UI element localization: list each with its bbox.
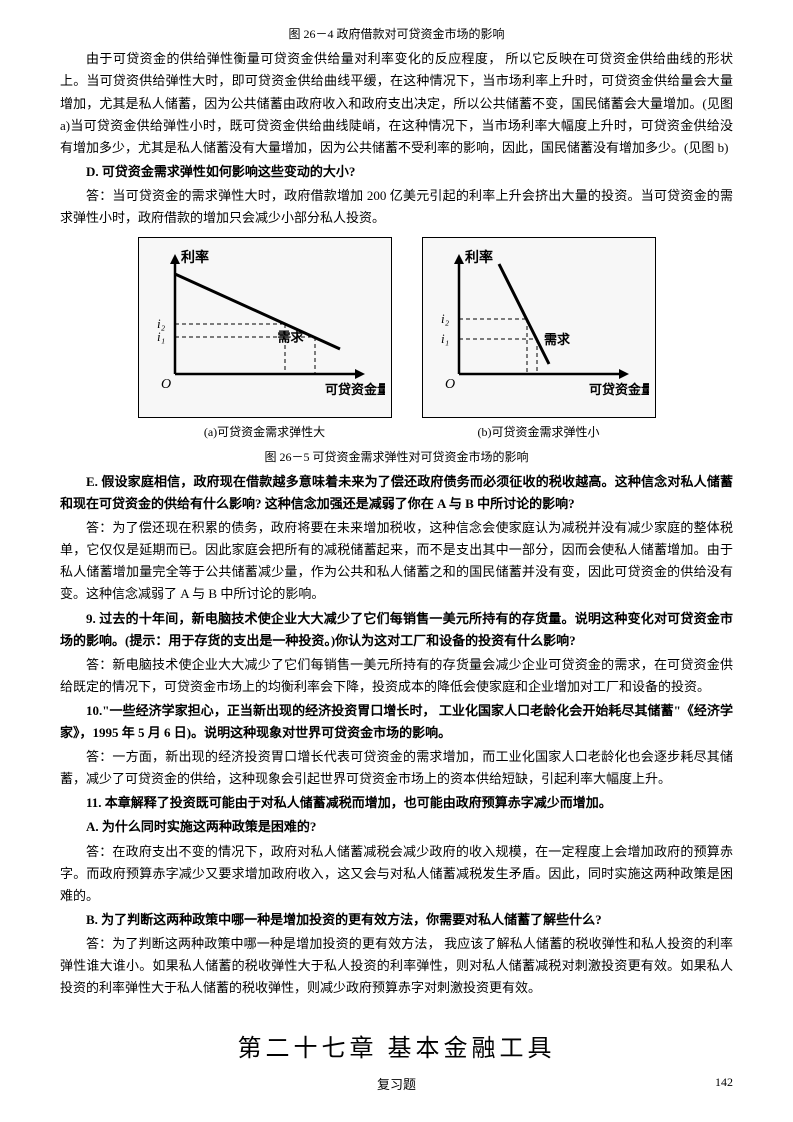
answer-d: 答：当可贷资金的需求弹性大时，政府借款增加 200 亿美元引起的利率上升会挤出大… (60, 185, 733, 229)
answer-11b: 答：为了判断这两种政策中哪一种是增加投资的更有效方法， 我应该了解私人储蓄的税收… (60, 933, 733, 999)
svg-text:需求: 需求 (544, 332, 571, 347)
chart-a-wrap: 利率可贷资金量O需求i₁i₂ (a)可贷资金需求弹性大 (138, 237, 392, 442)
svg-text:i₂: i₂ (157, 316, 166, 331)
chapter-title: 第二十七章 基本金融工具 (60, 1029, 733, 1070)
paragraph-1: 由于可贷资金的供给弹性衡量可贷资金供给量对利率变化的反应程度， 所以它反映在可贷… (60, 48, 733, 158)
chart-b-caption: (b)可贷资金需求弹性小 (478, 422, 600, 442)
question-9-text: 9. 过去的十年间，新电脑技术使企业大大减少了它们每销售一美元所持有的存货量。说… (60, 611, 733, 648)
svg-text:可贷资金量: 可贷资金量 (589, 382, 649, 397)
question-10-text: 10."一些经济学家担心，正当新出现的经济投资胃口增长时， 工业化国家人口老龄化… (60, 703, 733, 740)
chart-b-svg: 利率可贷资金量 O 需求 i₁ i₂ (429, 244, 649, 404)
question-10: 10."一些经济学家担心，正当新出现的经济投资胃口增长时， 工业化国家人口老龄化… (60, 700, 733, 744)
chart-a-caption: (a)可贷资金需求弹性大 (204, 422, 325, 442)
figure-26-5-caption: 图 26－5 可贷资金需求弹性对可贷资金市场的影响 (60, 447, 733, 467)
svg-text:利率: 利率 (465, 249, 493, 266)
chart-b-wrap: 利率可贷资金量 O 需求 i₁ i₂ (b)可贷资金需求弹性小 (422, 237, 656, 442)
svg-text:O: O (161, 377, 171, 392)
chart-a-svg: 利率可贷资金量O需求i₁i₂ (145, 244, 385, 404)
svg-text:可贷资金量: 可贷资金量 (325, 382, 385, 397)
svg-text:O: O (445, 377, 455, 392)
chart-b-box: 利率可贷资金量 O 需求 i₁ i₂ (422, 237, 656, 418)
svg-text:i₂: i₂ (441, 311, 450, 326)
answer-9: 答：新电脑技术使企业大大减少了它们每销售一美元所持有的存货量会减少企业可贷资金的… (60, 654, 733, 698)
question-9: 9. 过去的十年间，新电脑技术使企业大大减少了它们每销售一美元所持有的存货量。说… (60, 608, 733, 652)
question-e: E. 假设家庭相信，政府现在借款越多意味着未来为了偿还政府债务而必须征收的税收越… (60, 471, 733, 515)
answer-e: 答：为了偿还现在积累的债务，政府将要在未来增加税收，这种信念会使家庭认为减税并没… (60, 517, 733, 605)
figure-26-4-caption: 图 26－4 政府借款对可贷资金市场的影响 (60, 24, 733, 44)
page-number: 142 (715, 1072, 733, 1092)
question-11b: B. 为了判断这两种政策中哪一种是增加投资的更有效方法，你需要对私人储蓄了解些什… (60, 909, 733, 931)
question-11: 11. 本章解释了投资既可能由于对私人储蓄减税而增加，也可能由政府预算赤字减少而… (60, 792, 733, 814)
svg-text:i₁: i₁ (157, 329, 165, 344)
answer-11a: 答：在政府支出不变的情况下，政府对私人储蓄减税会减少政府的收入规模，在一定程度上… (60, 841, 733, 907)
charts-container: 利率可贷资金量O需求i₁i₂ (a)可贷资金需求弹性大 利率可贷资金量O需求i₁… (60, 237, 733, 442)
question-d: D. 可贷资金需求弹性如何影响这些变动的大小? (60, 161, 733, 183)
answer-10: 答：一方面，新出现的经济投资胃口增长代表可贷资金的需求增加，而工业化国家人口老龄… (60, 746, 733, 790)
svg-text:i₁: i₁ (441, 331, 449, 346)
svg-text:利率: 利率 (181, 249, 209, 266)
chart-a-box: 利率可贷资金量O需求i₁i₂ (138, 237, 392, 418)
chapter-subtitle: 复习题 (60, 1074, 733, 1096)
question-11a: A. 为什么同时实施这两种政策是困难的? (60, 816, 733, 838)
question-e-text: E. 假设家庭相信，政府现在借款越多意味着未来为了偿还政府债务而必须征收的税收越… (60, 474, 733, 511)
